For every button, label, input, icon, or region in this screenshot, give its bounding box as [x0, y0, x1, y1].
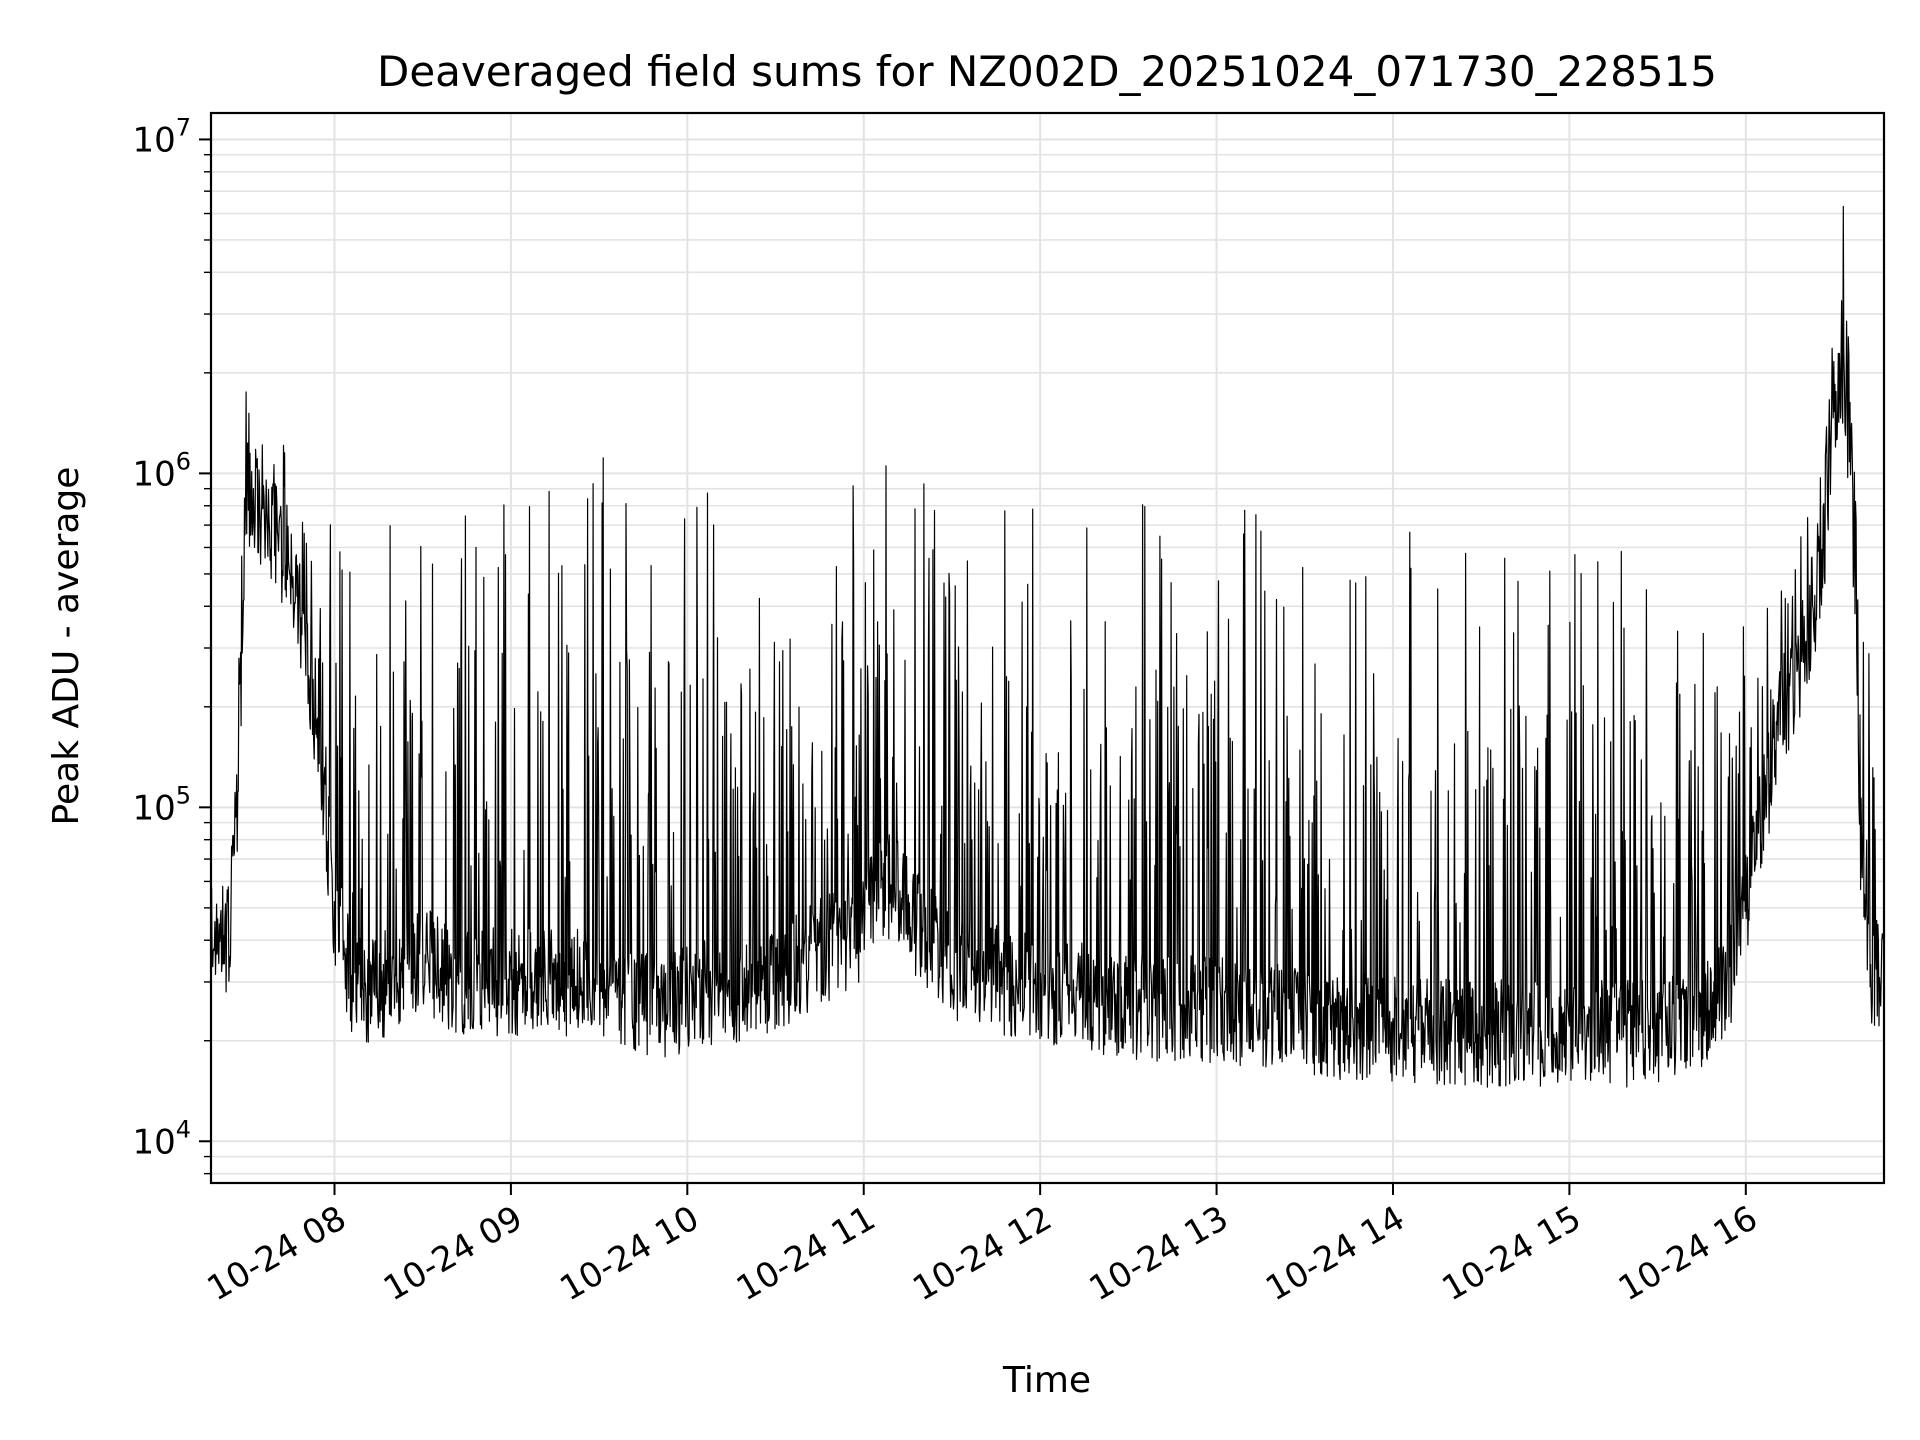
chart-title: Deaveraged field sums for NZ002D_2025102…	[377, 47, 1717, 96]
x-axis-label: Time	[1002, 1360, 1091, 1401]
data-layer	[210, 205, 1885, 1088]
y-tick-label: 105	[132, 781, 191, 828]
y-axis-label: Peak ADU - average	[46, 467, 87, 826]
y-tick-label: 107	[132, 113, 191, 160]
y-tick-label: 104	[132, 1115, 191, 1162]
y-tick-label: 106	[132, 447, 191, 494]
y-axis: 104 105 106 107	[132, 113, 211, 1175]
data-series-line	[210, 205, 1885, 1088]
